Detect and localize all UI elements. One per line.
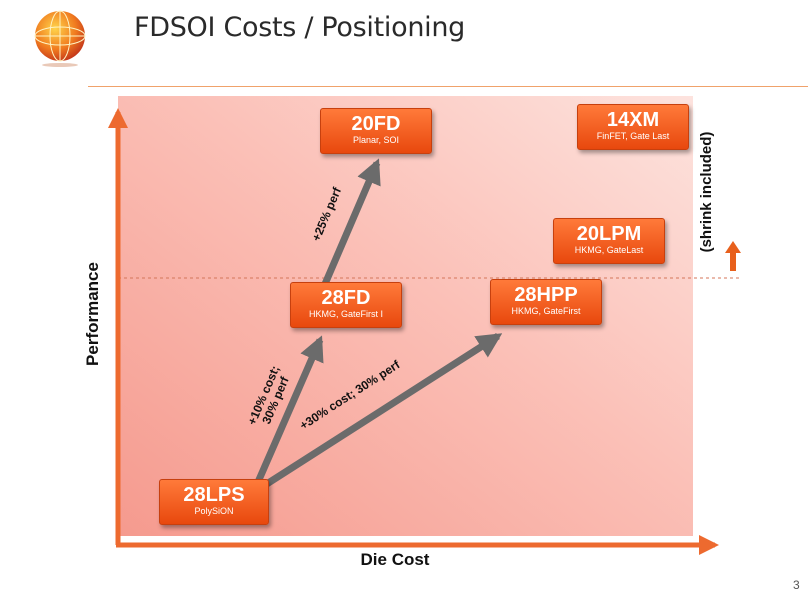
arrow-28lps-to-28fd <box>254 335 324 484</box>
node-name: 28LPS <box>183 484 245 506</box>
node-subtitle: Planar, SOI <box>352 135 400 145</box>
arrow-28lps-to-28hpp <box>260 333 503 490</box>
node-20fd: 20FD Planar, SOI <box>320 108 432 154</box>
node-28hpp: 28HPP HKMG, GateFirst <box>490 279 602 325</box>
shrink-up-arrow-icon <box>730 252 736 271</box>
node-20lpm: 20LPM HKMG, GateLast <box>553 218 665 264</box>
node-14xm: 14XM FinFET, Gate Last <box>577 104 689 150</box>
y-axis-label: Performance <box>83 262 102 366</box>
node-name: 14XM <box>606 109 660 131</box>
arrow-28fd-to-20fd <box>321 158 381 286</box>
node-name: 20FD <box>351 113 401 135</box>
shrink-note: (shrink included) <box>698 131 715 253</box>
node-28fd: 28FD HKMG, GateFirst I <box>290 282 402 328</box>
node-name: 28FD <box>321 287 371 309</box>
globe-logo-icon <box>34 10 86 67</box>
slide-title: FDSOI Costs / Positioning <box>134 12 465 43</box>
node-subtitle: FinFET, Gate Last <box>596 131 670 141</box>
node-name: 28HPP <box>514 284 578 306</box>
title-divider <box>88 86 808 87</box>
node-subtitle: HKMG, GateFirst <box>511 306 581 316</box>
page-number: 3 <box>793 578 800 592</box>
shrink-up-arrow-head <box>725 241 741 253</box>
node-subtitle: PolySiON <box>194 506 234 516</box>
node-28lps: 28LPS PolySiON <box>159 479 269 525</box>
node-subtitle: HKMG, GateFirst I <box>308 309 383 319</box>
x-axis-label: Die Cost <box>360 550 430 569</box>
node-name: 20LPM <box>576 223 642 245</box>
node-subtitle: HKMG, GateLast <box>574 245 644 255</box>
